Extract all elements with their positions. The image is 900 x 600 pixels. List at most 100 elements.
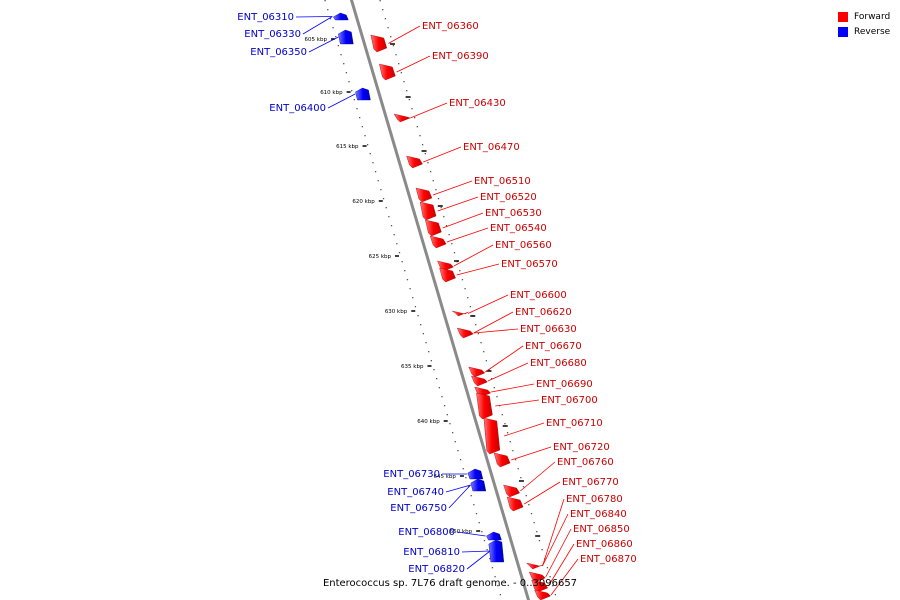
forward-gene[interactable] xyxy=(429,235,447,249)
genome-caption: Enterococcus sp. 7L76 draft genome. - 0.… xyxy=(322,578,578,589)
forward-gene-label[interactable]: ENT_06570 xyxy=(501,259,558,270)
forward-gene[interactable] xyxy=(456,327,474,339)
forward-gene-label[interactable]: ENT_06840 xyxy=(570,509,627,520)
ruler-dot xyxy=(481,531,483,533)
ruler-dot xyxy=(390,225,393,227)
forward-gene-label[interactable]: ENT_06620 xyxy=(515,307,572,318)
forward-gene-label[interactable]: ENT_06680 xyxy=(530,358,587,369)
forward-connector xyxy=(511,446,552,461)
forward-gene-label[interactable]: ENT_06670 xyxy=(525,341,582,352)
ruler-dot xyxy=(469,306,472,308)
gene-labels: ENT_06360 ENT_06390 ENT_06430 ENT_06470 ENT_… xyxy=(237,12,636,575)
ruler-dot xyxy=(424,153,426,155)
forward-gene-label[interactable]: ENT_06780 xyxy=(566,494,623,505)
forward-gene[interactable] xyxy=(531,579,548,593)
reverse-gene-label[interactable]: ENT_06400 xyxy=(269,103,326,114)
ruler-dot xyxy=(494,576,496,578)
forward-gene-label[interactable]: ENT_06770 xyxy=(562,477,619,488)
ruler-dot xyxy=(425,342,427,344)
ruler-dot xyxy=(364,135,366,137)
forward-gene-label[interactable]: ENT_06710 xyxy=(546,418,603,429)
forward-gene-label[interactable]: ENT_06530 xyxy=(485,208,542,219)
genome-backbone xyxy=(349,0,531,600)
forward-gene[interactable] xyxy=(483,417,501,455)
forward-connector xyxy=(442,212,484,229)
forward-connector xyxy=(467,294,509,314)
forward-gene-label[interactable]: ENT_06870 xyxy=(580,554,637,565)
forward-gene-label[interactable]: ENT_06520 xyxy=(480,192,537,203)
forward-gene[interactable] xyxy=(471,375,488,387)
reverse-gene-label[interactable]: ENT_06310 xyxy=(237,12,294,23)
ruler-dot xyxy=(536,531,538,533)
ruler-dot xyxy=(421,144,424,146)
forward-gene-label[interactable]: ENT_06390 xyxy=(432,51,489,62)
forward-gene-label[interactable]: ENT_06860 xyxy=(576,539,633,550)
forward-gene[interactable] xyxy=(406,155,423,169)
forward-gene[interactable] xyxy=(419,201,437,221)
ruler-dot xyxy=(404,270,406,272)
forward-gene-label[interactable]: ENT_06560 xyxy=(495,240,552,251)
reverse-gene-label[interactable]: ENT_06350 xyxy=(250,47,307,58)
forward-gene[interactable] xyxy=(468,366,486,378)
forward-gene-label[interactable]: ENT_06720 xyxy=(553,442,610,453)
ruler-dot xyxy=(416,126,418,128)
reverse-gene[interactable] xyxy=(467,468,484,480)
forward-gene-label[interactable]: ENT_06470 xyxy=(463,142,520,153)
forward-gene[interactable] xyxy=(379,63,396,81)
forward-gene[interactable] xyxy=(534,589,551,600)
reverse-gene-label[interactable]: ENT_06330 xyxy=(244,29,301,40)
forward-connector xyxy=(550,558,579,596)
forward-gene[interactable] xyxy=(493,452,511,468)
ruler-dot xyxy=(429,171,432,173)
reverse-gene[interactable] xyxy=(486,531,502,541)
forward-connector xyxy=(453,244,494,267)
reverse-gene-label[interactable]: ENT_06810 xyxy=(403,547,460,558)
ruler-dot xyxy=(533,522,535,524)
tick-label: 625 kbp xyxy=(369,254,392,260)
ruler-dot xyxy=(489,558,491,560)
reverse-gene[interactable] xyxy=(488,539,505,563)
ruler-dot xyxy=(541,549,543,551)
ruler-dot xyxy=(504,423,506,425)
reverse-gene-label[interactable]: ENT_06800 xyxy=(398,527,455,538)
forward-gene[interactable] xyxy=(476,392,493,420)
forward-gene[interactable] xyxy=(503,484,520,498)
forward-connector xyxy=(388,25,421,44)
forward-gene[interactable] xyxy=(415,187,433,203)
forward-gene-label[interactable]: ENT_06540 xyxy=(490,223,547,234)
ruler-dot xyxy=(552,585,554,587)
reverse-gene-label[interactable]: ENT_06730 xyxy=(383,469,440,480)
forward-gene-label[interactable]: ENT_06630 xyxy=(520,324,577,335)
forward-gene[interactable] xyxy=(425,219,442,237)
reverse-gene-label[interactable]: ENT_06740 xyxy=(387,487,444,498)
forward-gene[interactable] xyxy=(528,571,546,583)
reverse-gene-label[interactable]: ENT_06820 xyxy=(408,564,465,575)
forward-gene-label[interactable]: ENT_06360 xyxy=(422,21,479,32)
reverse-gene[interactable] xyxy=(338,29,354,45)
forward-gene-label[interactable]: ENT_06760 xyxy=(557,457,614,468)
forward-gene-label[interactable]: ENT_06700 xyxy=(541,395,598,406)
ruler-dot xyxy=(343,63,345,65)
reverse-connector xyxy=(327,93,356,109)
reverse-gene[interactable] xyxy=(333,12,349,21)
forward-gene[interactable] xyxy=(370,34,388,53)
forward-gene-label[interactable]: ENT_06510 xyxy=(474,176,531,187)
forward-gene-label[interactable]: ENT_06600 xyxy=(510,290,567,301)
ruler-dot xyxy=(467,297,469,299)
forward-gene-label[interactable]: ENT_06430 xyxy=(449,98,506,109)
forward-gene-label[interactable]: ENT_06850 xyxy=(573,524,630,535)
forward-gene-label[interactable]: ENT_06690 xyxy=(536,379,593,390)
forward-gene[interactable] xyxy=(506,496,524,512)
forward-connector xyxy=(520,461,556,492)
ruler-dot xyxy=(361,126,363,128)
reverse-connector xyxy=(308,36,339,53)
reverse-gene[interactable] xyxy=(355,87,371,101)
forward-gene[interactable] xyxy=(452,310,469,317)
ruler-dot xyxy=(340,54,342,56)
reverse-connector xyxy=(448,484,471,509)
forward-gene[interactable] xyxy=(525,562,543,570)
reverse-gene-label[interactable]: ENT_06750 xyxy=(390,503,447,514)
reverse-gene[interactable] xyxy=(470,478,487,492)
forward-gene[interactable] xyxy=(439,267,456,283)
forward-gene[interactable] xyxy=(393,113,411,123)
